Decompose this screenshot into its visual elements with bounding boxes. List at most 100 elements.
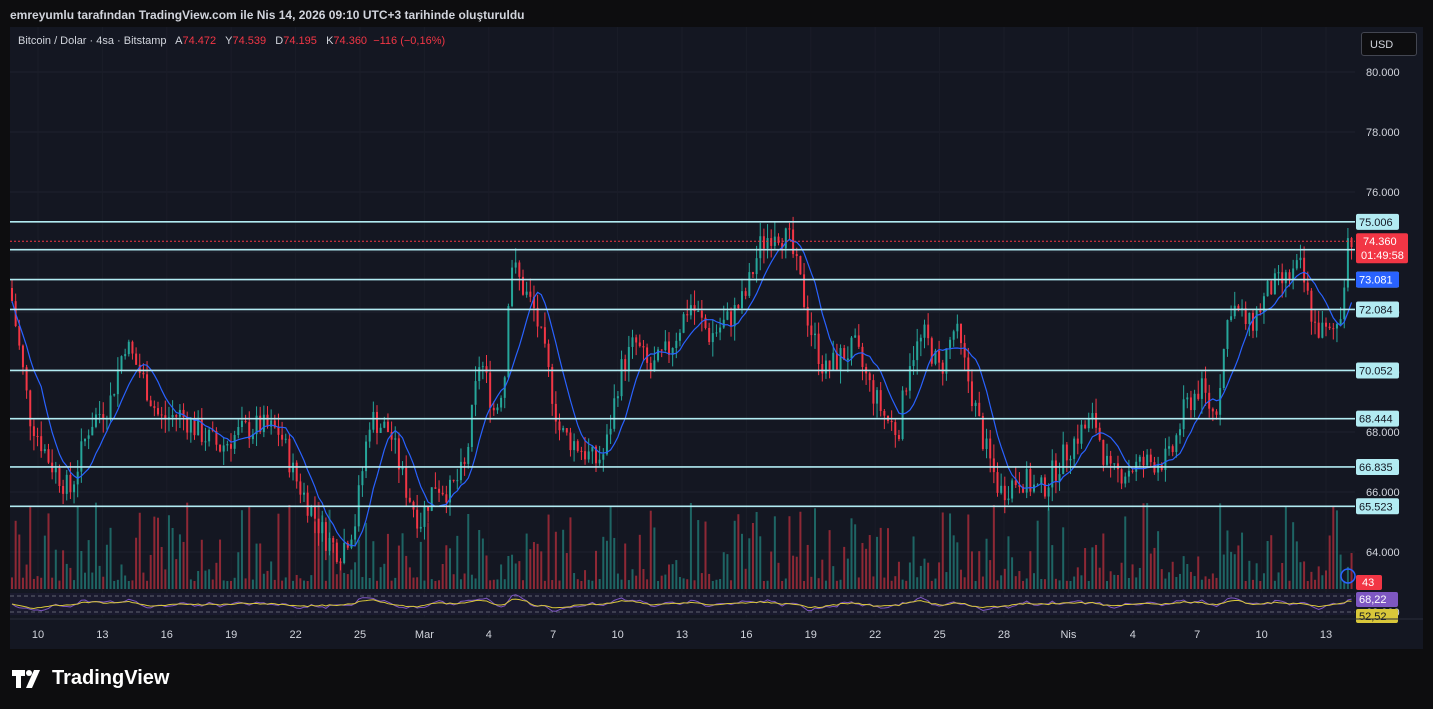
candle-body bbox=[814, 333, 816, 336]
candle-body bbox=[828, 360, 831, 370]
candle-body bbox=[952, 331, 955, 340]
volume-bar bbox=[1062, 527, 1065, 589]
volume-bar bbox=[1043, 579, 1046, 589]
price-chart[interactable]: 80.00078.00076.00074.00072.00070.00068.0… bbox=[10, 27, 1423, 649]
candle-body bbox=[237, 426, 240, 436]
volume-bar bbox=[737, 514, 740, 589]
x-tick-label: 10 bbox=[32, 629, 44, 641]
x-tick-label: 7 bbox=[1194, 629, 1200, 641]
volume-bar bbox=[967, 514, 970, 589]
candle-body bbox=[434, 487, 437, 489]
x-tick-label: 16 bbox=[740, 629, 752, 641]
volume-bar bbox=[876, 536, 879, 589]
candle-body bbox=[985, 438, 988, 449]
x-tick-label: 13 bbox=[96, 629, 108, 641]
candle-body bbox=[941, 362, 944, 374]
volume-bar bbox=[934, 578, 937, 589]
candle-body bbox=[186, 417, 189, 433]
candle-body bbox=[576, 441, 579, 451]
candle-body bbox=[996, 472, 999, 493]
candle-body bbox=[657, 349, 660, 361]
candle-body bbox=[722, 319, 725, 328]
candle-body bbox=[1346, 238, 1349, 288]
candle-body bbox=[708, 327, 711, 343]
volume-bar bbox=[558, 580, 561, 589]
candle-body bbox=[303, 492, 305, 495]
candle-body bbox=[306, 492, 309, 516]
volume-bar bbox=[1255, 563, 1258, 589]
volume-bar bbox=[412, 577, 415, 589]
volume-bar bbox=[1277, 572, 1280, 589]
candle-body bbox=[1095, 413, 1098, 428]
candle-body bbox=[1266, 281, 1269, 297]
volume-bar bbox=[1138, 567, 1141, 589]
volume-bar bbox=[306, 580, 309, 589]
volume-bar bbox=[1332, 505, 1335, 589]
volume-bar bbox=[1273, 580, 1276, 589]
price-level-tag bbox=[1356, 410, 1399, 427]
currency-button[interactable]: USD bbox=[1361, 32, 1417, 56]
volume-bar bbox=[1011, 557, 1014, 589]
chart-panel[interactable]: 80.00078.00076.00074.00072.00070.00068.0… bbox=[10, 27, 1423, 649]
volume-bar bbox=[321, 515, 324, 589]
candle-body bbox=[1273, 273, 1276, 295]
candle-body bbox=[1164, 448, 1167, 470]
volume-bar bbox=[792, 555, 795, 589]
volume-bar bbox=[113, 580, 116, 589]
candle-body bbox=[423, 506, 426, 527]
candle-body bbox=[1339, 319, 1342, 325]
candle-body bbox=[164, 415, 167, 420]
y-tick-label: 78.000 bbox=[1366, 127, 1400, 139]
rsi-ma-value-label: 52,52 bbox=[1359, 611, 1387, 623]
ma-value-label: 73.081 bbox=[1359, 275, 1393, 287]
volume-bar bbox=[299, 578, 302, 589]
volume-bar bbox=[295, 574, 298, 589]
candle-body bbox=[354, 526, 357, 540]
candle-body bbox=[704, 317, 707, 328]
volume-bar bbox=[105, 544, 108, 589]
candle-body bbox=[525, 291, 528, 295]
volume-bar bbox=[200, 539, 203, 589]
candle-body bbox=[1219, 387, 1222, 415]
volume-bar bbox=[354, 562, 357, 589]
candle-body bbox=[1087, 419, 1090, 429]
brand-name: TradingView bbox=[52, 667, 170, 689]
volume-bar bbox=[43, 535, 46, 589]
tradingview-brand[interactable]: TradingView bbox=[12, 667, 169, 690]
volume-bar bbox=[492, 579, 495, 589]
candle-body bbox=[456, 480, 459, 482]
volume-bar bbox=[1033, 573, 1035, 589]
candle-body bbox=[762, 236, 765, 249]
volume-bar bbox=[1303, 561, 1306, 589]
volume-bar bbox=[138, 512, 141, 589]
candle-body bbox=[1146, 454, 1149, 466]
candle-body bbox=[120, 356, 123, 370]
symbol-name[interactable]: Bitcoin / Dolar · 4sa · Bitstamp bbox=[18, 35, 167, 47]
rsi-line bbox=[11, 594, 1352, 612]
volume-bar bbox=[1281, 562, 1284, 589]
candle-body bbox=[653, 360, 656, 372]
volume-bar bbox=[328, 509, 331, 589]
volume-bar bbox=[160, 546, 163, 589]
volume-bar bbox=[981, 576, 984, 589]
candle-body bbox=[824, 360, 827, 374]
volume-bar bbox=[1339, 554, 1342, 589]
candle-body bbox=[646, 347, 649, 363]
candle-body bbox=[916, 341, 919, 361]
volume-bar bbox=[1007, 536, 1010, 589]
candle-body bbox=[1091, 413, 1094, 420]
volume-bar bbox=[587, 579, 590, 589]
volume-bar bbox=[762, 580, 765, 589]
volume-bar bbox=[1157, 531, 1160, 589]
y-tick-label: 76.000 bbox=[1366, 187, 1400, 199]
volume-bar bbox=[1164, 578, 1167, 589]
candle-body bbox=[919, 337, 922, 342]
candle-body bbox=[98, 414, 101, 416]
volume-bar bbox=[1127, 577, 1130, 589]
volume-bar bbox=[949, 513, 952, 589]
volume-bar bbox=[120, 564, 123, 589]
candle-body bbox=[565, 428, 568, 433]
volume-bar bbox=[1018, 571, 1021, 589]
candle-body bbox=[401, 467, 404, 470]
volume-bar bbox=[978, 551, 981, 589]
